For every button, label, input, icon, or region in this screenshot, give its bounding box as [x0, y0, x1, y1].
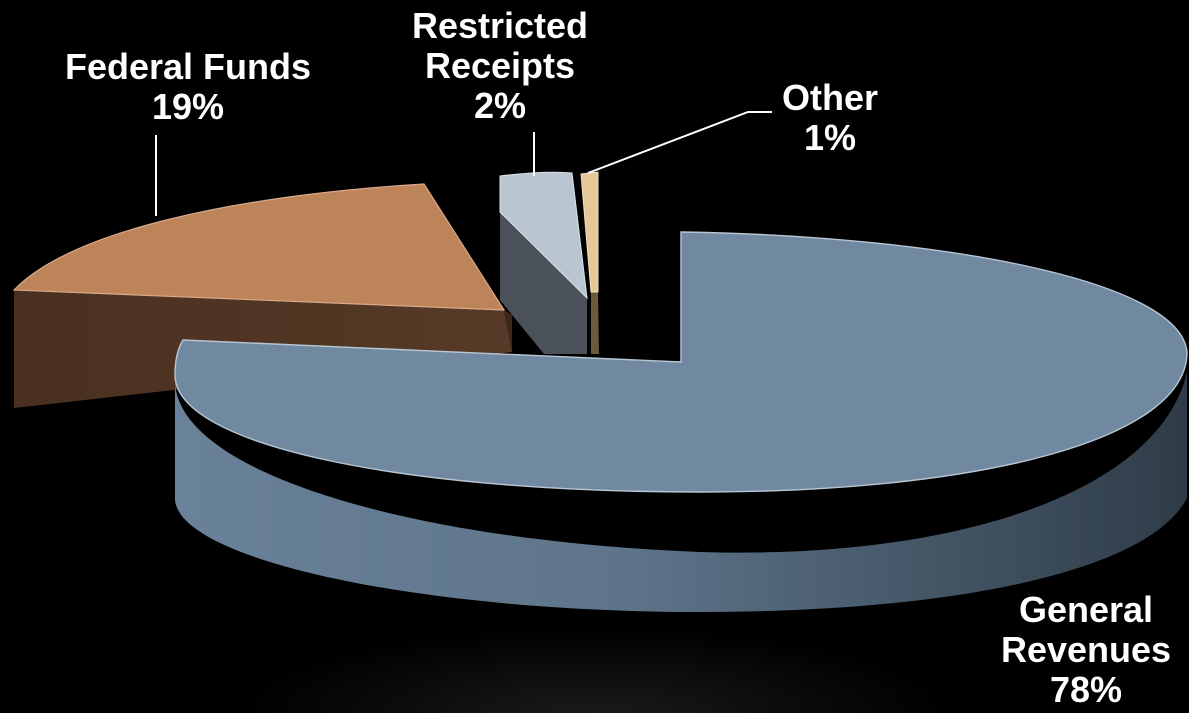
- label-general-revenues-name-2: Revenues: [1000, 629, 1172, 670]
- leader-line-other: [587, 111, 772, 174]
- slice-federal-funds-top: [12, 183, 506, 311]
- label-restricted-receipts-name-2: Receipts: [424, 45, 576, 86]
- label-federal-funds-name: Federal Funds: [64, 46, 312, 87]
- label-general-revenues-pct: 78%: [1049, 669, 1123, 710]
- label-federal-funds: Federal Funds 19%: [58, 47, 318, 127]
- slice-restricted-receipts-side: [500, 212, 587, 354]
- slice-other-side: [591, 292, 599, 354]
- label-general-revenues-name-1: General: [1018, 589, 1154, 630]
- slice-general-revenues-side: [175, 372, 1187, 612]
- slice-restricted-receipts-top: [499, 171, 588, 300]
- label-other-name: Other: [781, 77, 878, 118]
- label-restricted-receipts-name-1: Restricted: [411, 5, 589, 46]
- label-restricted-receipts-pct: 2%: [473, 85, 527, 126]
- slice-other: [580, 171, 599, 354]
- slice-general-revenues-top: [174, 231, 1188, 493]
- slice-other-top: [580, 171, 599, 293]
- label-general-revenues: General Revenues 78%: [998, 590, 1174, 710]
- slice-general-revenues: [174, 231, 1188, 612]
- slice-restricted-receipts: [499, 171, 588, 354]
- label-other: Other 1%: [760, 78, 900, 158]
- label-other-pct: 1%: [803, 117, 857, 158]
- label-restricted-receipts: Restricted Receipts 2%: [400, 6, 600, 126]
- slice-federal-funds-face: [504, 310, 512, 352]
- label-federal-funds-pct: 19%: [151, 86, 225, 127]
